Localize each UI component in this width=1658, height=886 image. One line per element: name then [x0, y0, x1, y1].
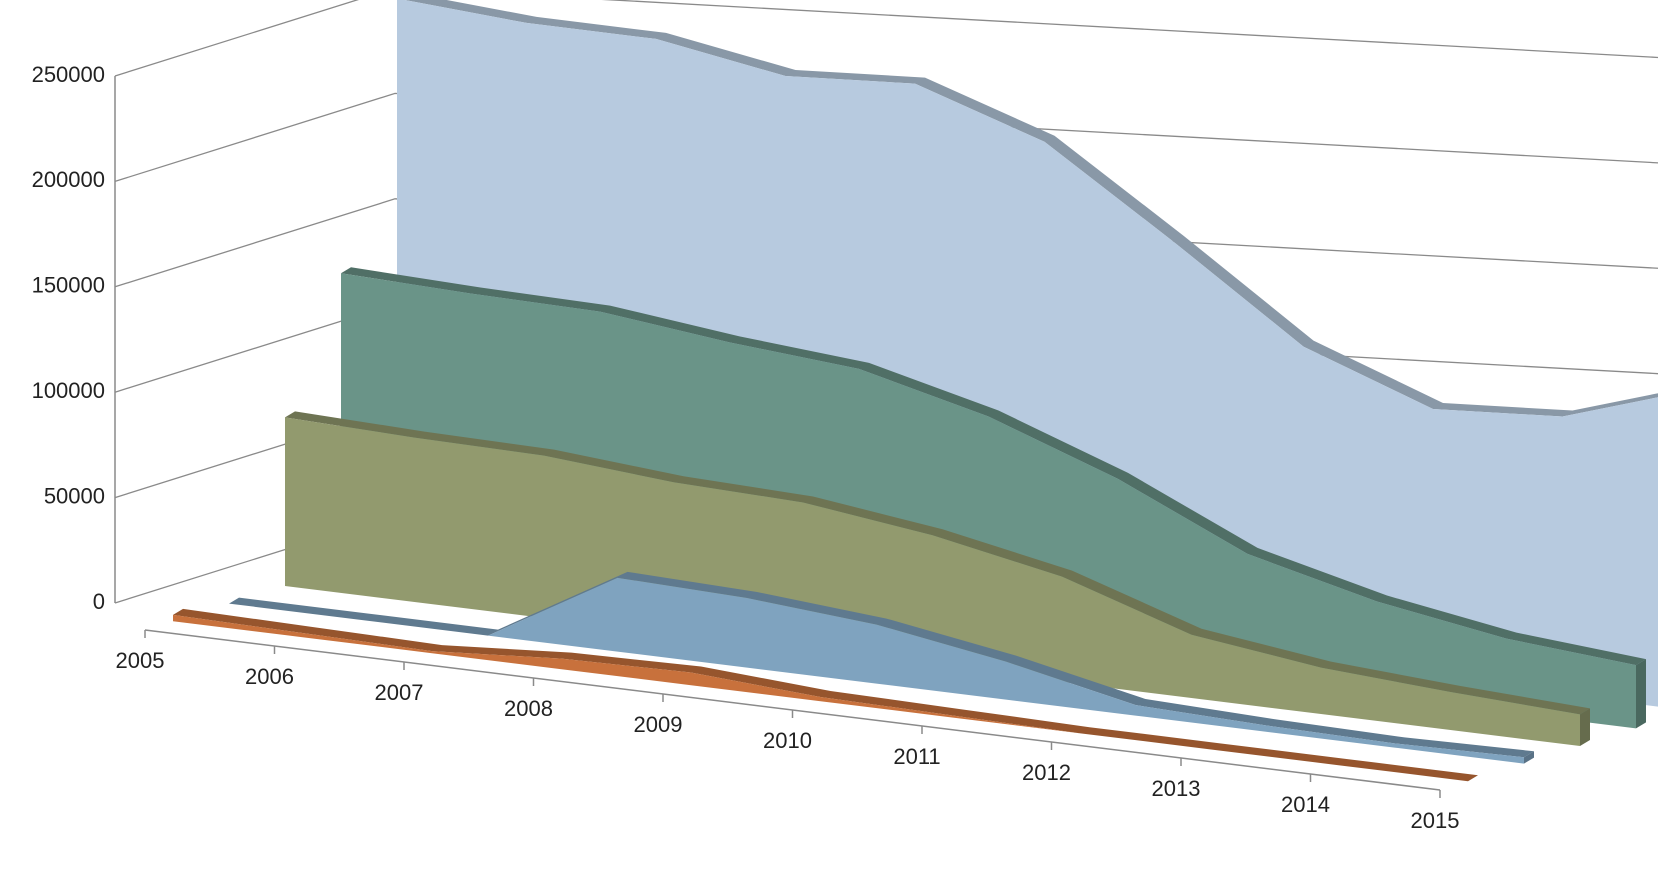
area-side [1636, 659, 1646, 729]
x-tick-label: 2009 [634, 712, 683, 737]
area [285, 417, 1580, 746]
x-tick-label: 2007 [375, 680, 424, 705]
x-tick-label: 2006 [245, 664, 294, 689]
area [341, 273, 1636, 729]
x-tick-label: 2015 [1411, 808, 1460, 833]
y-tick-label: 0 [93, 589, 105, 614]
x-tick-label: 2014 [1281, 792, 1330, 817]
grid-line [114, 198, 1658, 288]
grid-line [114, 92, 1658, 183]
x-tick-label: 2008 [504, 696, 553, 721]
y-tick-label: 100000 [32, 378, 105, 403]
area-top [173, 608, 1478, 782]
area-top [229, 571, 1534, 758]
area-side [1580, 708, 1590, 746]
x-tick-label: 2012 [1022, 760, 1071, 785]
y-tick-label: 200000 [32, 167, 105, 192]
y-tick-label: 150000 [32, 273, 105, 298]
grid-line [114, 0, 1658, 77]
area-side [1524, 751, 1534, 764]
x-tick-label: 2005 [116, 648, 165, 673]
area [173, 614, 1468, 782]
y-tick-label: 250000 [32, 62, 105, 87]
x-tick-label: 2013 [1152, 776, 1201, 801]
y-tick-label: 50000 [44, 483, 105, 508]
area [229, 577, 1524, 764]
x-tick-label: 2010 [763, 728, 812, 753]
x-tick-label: 2011 [893, 744, 940, 769]
